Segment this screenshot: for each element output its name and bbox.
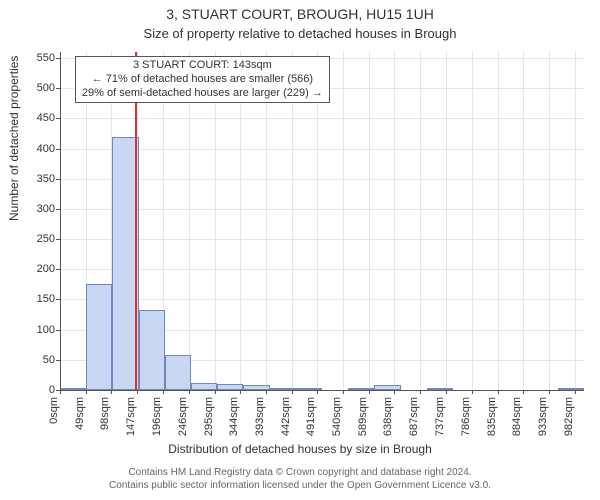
x-tick-label: 393sqm [252, 397, 266, 436]
x-tick-label: 638sqm [380, 397, 394, 436]
chart-container: { "title": "3, STUART COURT, BROUGH, HU1… [0, 0, 600, 500]
x-tick-label: 540sqm [329, 397, 343, 436]
y-tick-label: 400 [37, 143, 60, 155]
x-tick-label: 295sqm [201, 397, 215, 436]
y-tick-label: 0 [49, 384, 60, 396]
y-tick-label: 350 [37, 173, 60, 185]
x-tick-label: 933sqm [535, 397, 549, 436]
grid-line-horizontal [60, 179, 584, 180]
x-tick-label: 196sqm [149, 397, 163, 436]
y-tick-label: 100 [37, 324, 60, 336]
histogram-bar [191, 383, 217, 390]
grid-line-vertical [575, 52, 576, 390]
chart-footer: Contains HM Land Registry data © Crown c… [0, 466, 600, 492]
y-tick-label: 300 [37, 203, 60, 215]
grid-line-horizontal [60, 209, 584, 210]
chart-title: 3, STUART COURT, BROUGH, HU15 1UH [0, 6, 600, 22]
x-tick-label: 786sqm [458, 397, 472, 436]
y-tick-label: 250 [37, 233, 60, 245]
x-tick-label: 49sqm [72, 397, 86, 430]
grid-line-horizontal [60, 269, 584, 270]
x-tick-label: 344sqm [226, 397, 240, 436]
grid-line-horizontal [60, 239, 584, 240]
x-tick-label: 737sqm [432, 397, 446, 436]
grid-line-horizontal [60, 299, 584, 300]
grid-line-horizontal [60, 149, 584, 150]
x-tick-label: 491sqm [303, 397, 317, 436]
grid-line-vertical [472, 52, 473, 390]
footer-line-1: Contains HM Land Registry data © Crown c… [0, 466, 600, 479]
y-axis-label: Number of detached properties [7, 56, 21, 221]
grid-line-vertical [446, 52, 447, 390]
histogram-bar [165, 355, 191, 390]
y-tick-label: 500 [37, 82, 60, 94]
y-tick-label: 550 [37, 52, 60, 64]
x-tick-label: 442sqm [278, 397, 292, 436]
y-tick-label: 200 [37, 263, 60, 275]
grid-line-vertical [523, 52, 524, 390]
x-tick-label: 147sqm [123, 397, 137, 436]
x-tick-label: 0sqm [46, 397, 60, 424]
grid-line-vertical [498, 52, 499, 390]
annotation-line-1: 3 STUART COURT: 143sqm [82, 59, 323, 73]
grid-line-horizontal [60, 118, 584, 119]
grid-line-vertical [420, 52, 421, 390]
x-tick-label: 246sqm [175, 397, 189, 436]
y-tick-label: 150 [37, 293, 60, 305]
x-tick-label: 835sqm [484, 397, 498, 436]
annotation-box: 3 STUART COURT: 143sqm← 71% of detached … [75, 56, 330, 103]
footer-line-2: Contains public sector information licen… [0, 479, 600, 492]
grid-line-vertical [343, 52, 344, 390]
y-tick-label: 50 [43, 354, 60, 366]
plot-area: 0sqm49sqm98sqm147sqm196sqm246sqm295sqm34… [60, 52, 584, 390]
x-tick-label: 982sqm [561, 397, 575, 436]
y-axis-line [60, 52, 61, 390]
x-tick-label: 884sqm [509, 397, 523, 436]
x-tick-label: 589sqm [355, 397, 369, 436]
grid-line-vertical [549, 52, 550, 390]
annotation-line-3: 29% of semi-detached houses are larger (… [82, 87, 323, 101]
grid-line-vertical [394, 52, 395, 390]
histogram-bar [86, 284, 112, 390]
y-tick-label: 450 [37, 112, 60, 124]
grid-line-vertical [369, 52, 370, 390]
histogram-bar [139, 310, 165, 390]
x-tick-label: 687sqm [406, 397, 420, 436]
annotation-line-2: ← 71% of detached houses are smaller (56… [82, 73, 323, 87]
x-axis-label: Distribution of detached houses by size … [0, 442, 600, 456]
x-axis-line [60, 390, 584, 391]
chart-subtitle: Size of property relative to detached ho… [0, 26, 600, 41]
x-tick-label: 98sqm [97, 397, 111, 430]
